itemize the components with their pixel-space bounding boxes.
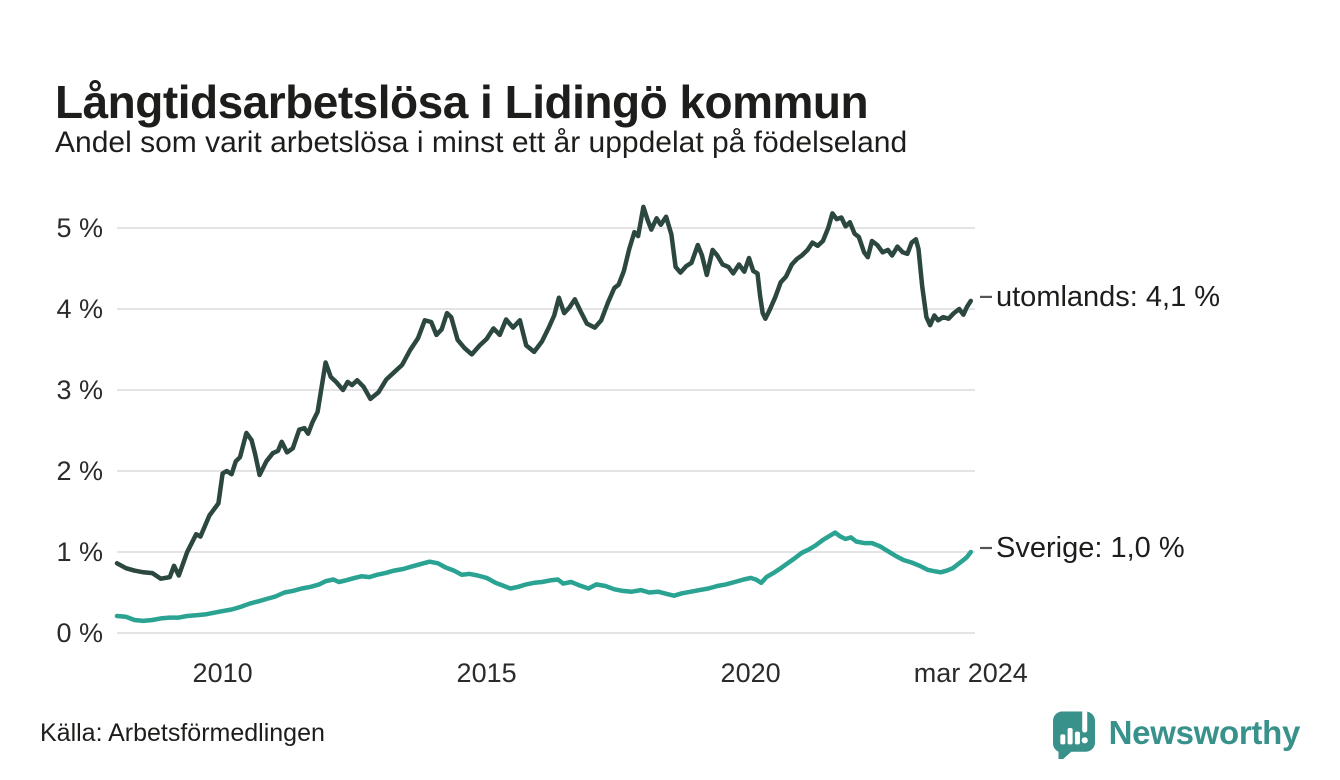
y-tick-label: 4 % xyxy=(56,294,103,324)
x-tick-label: 2015 xyxy=(456,658,517,688)
y-tick-label: 1 % xyxy=(56,537,103,567)
newsworthy-wordmark: Newsworthy xyxy=(1108,714,1301,751)
chart-subtitle: Andel som varit arbetslösa i minst ett å… xyxy=(55,126,908,159)
newsworthy-bars-pin-icon xyxy=(1051,707,1097,762)
newsworthy-logo: Newsworthy xyxy=(1051,707,1301,762)
y-tick-label: 2 % xyxy=(56,456,103,486)
chart-title: Långtidsarbetslösa i Lidingö kommun xyxy=(55,75,869,128)
x-tick-label: mar 2024 xyxy=(913,658,1028,688)
x-tick-label: 2010 xyxy=(192,658,253,688)
y-tick-label: 3 % xyxy=(56,375,103,405)
y-tick-label: 5 % xyxy=(56,213,103,243)
series-end-label-utomlands: utomlands: 4,1 % xyxy=(996,280,1221,313)
series-line-Sverige xyxy=(114,530,974,624)
series-line-utomlands xyxy=(114,204,974,581)
y-tick-label: 0 % xyxy=(56,618,103,648)
source-note: Källa: Arbetsförmedlingen xyxy=(40,719,325,747)
series-end-label-Sverige: Sverige: 1,0 % xyxy=(996,532,1185,564)
x-tick-label: 2020 xyxy=(720,658,781,688)
